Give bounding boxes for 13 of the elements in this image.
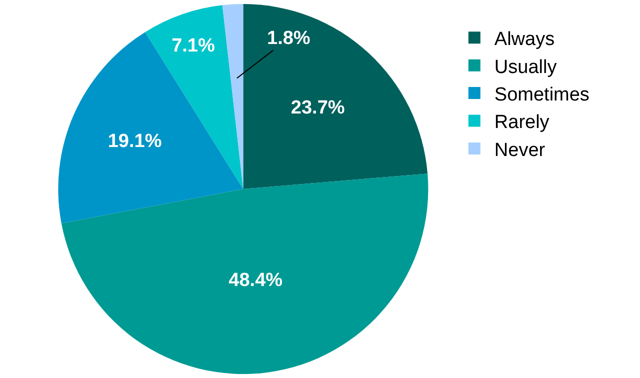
legend-label: Usually xyxy=(494,56,558,78)
data-label: 48.4% xyxy=(228,270,283,292)
legend-label: Always xyxy=(494,29,555,50)
legend-label: Never xyxy=(494,140,546,161)
data-label: 23.7% xyxy=(290,97,345,118)
data-label: 1.8% xyxy=(267,28,310,49)
legend-label: Sometimes xyxy=(494,84,590,106)
pie-slice xyxy=(243,4,428,189)
data-label: 7.1% xyxy=(172,35,215,56)
pie-slice xyxy=(58,32,244,224)
pie-slice xyxy=(61,174,428,374)
data-label: 19.1% xyxy=(108,131,162,152)
legend-label: Rarely xyxy=(494,112,550,134)
